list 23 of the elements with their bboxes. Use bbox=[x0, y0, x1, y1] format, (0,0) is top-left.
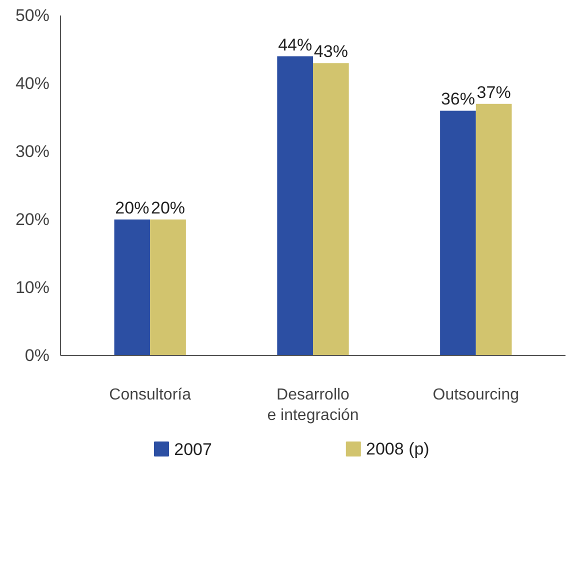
y-tick-label: 40% bbox=[15, 74, 50, 93]
bar bbox=[440, 110, 476, 356]
bar bbox=[277, 56, 313, 356]
x-tick-label: Desarrollo e integración bbox=[267, 386, 359, 424]
x-tick-label: Outsourcing bbox=[432, 386, 520, 404]
bar bbox=[476, 104, 512, 356]
legend-label: 2008 (p) bbox=[366, 440, 430, 458]
legend-label: 2007 bbox=[174, 440, 212, 459]
bar bbox=[313, 63, 349, 356]
x-tick-label: Consultoría bbox=[109, 386, 192, 404]
y-tick-label: 10% bbox=[15, 278, 50, 297]
data-label: 37% bbox=[476, 82, 511, 102]
data-label: 44% bbox=[278, 35, 312, 54]
y-tick-label: 20% bbox=[15, 210, 50, 229]
y-tick-label: 30% bbox=[15, 142, 50, 161]
data-label: 36% bbox=[440, 90, 476, 109]
data-label: 43% bbox=[314, 42, 348, 62]
bar bbox=[150, 220, 186, 356]
data-label: 20% bbox=[151, 198, 186, 218]
y-tick-label: 0% bbox=[24, 346, 50, 365]
data-label: 20% bbox=[115, 198, 150, 218]
bar bbox=[114, 220, 150, 356]
y-tick-label: 50% bbox=[15, 6, 50, 25]
